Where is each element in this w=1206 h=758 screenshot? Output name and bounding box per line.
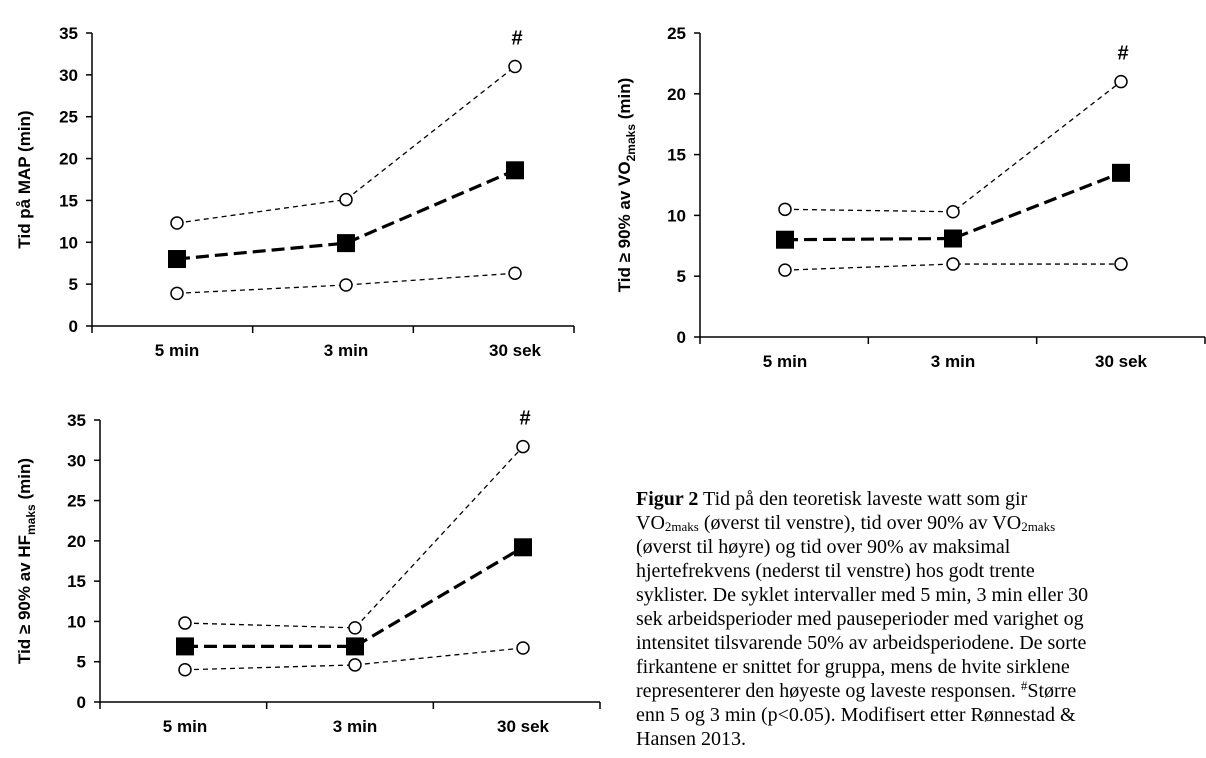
caption-line-8: firkantene er snittet for gruppa, mens d… [636,655,1206,679]
extreme-circle-point [779,264,791,276]
extreme-circle-point [349,659,361,671]
extreme-circle-point [1115,76,1127,88]
significance-annotation: # [1117,43,1128,65]
extreme-circle-point [171,217,183,229]
caption-line-7: intensitet tilsvarende 50% av arbeidsper… [636,631,1206,655]
chart-time-above-90-hrmax-svg: 0 5 10 15 20 25 30 35 5 min 3 min 30 sek Tid ≥ 90% … [0,380,600,758]
extreme-circle-point [171,287,183,299]
y-axis-label: Tid ≥ 90% av VO2maks (min) [615,78,638,293]
extreme-circle-point [340,279,352,291]
mean-square-point [506,161,524,179]
caption-line-1: Figur 2 Tid på den teoretisk laveste wat… [636,487,1206,511]
mean-square-point [346,637,364,655]
y-tick-label: 20 [667,85,686,104]
x-tick-label: 3 min [333,717,377,736]
extreme-circle-point [517,441,529,453]
series-extreme-line [185,447,523,628]
y-tick-label: 35 [59,24,78,43]
caption-line-9: representerer den høyeste og laveste res… [636,679,1206,703]
y-tick-label: 0 [77,693,86,712]
significance-annotation: # [519,408,530,430]
mean-square-point [168,250,186,268]
caption-line-2: VO2maks (øverst til venstre), tid over 9… [636,511,1206,535]
caption-line-3: (øverst til høyre) og tid over 90% av ma… [636,535,1206,559]
extreme-circle-point [179,617,191,629]
y-tick-label: 5 [69,275,78,294]
y-tick-label: 10 [67,612,86,631]
y-tick-label: 5 [677,267,686,286]
y-tick-label: 10 [667,206,686,225]
mean-square-point [1112,164,1130,182]
x-tick-label: 5 min [163,717,207,736]
y-tick-label: 25 [667,24,686,43]
mean-square-point [176,637,194,655]
extreme-circle-point [947,206,959,218]
extreme-circle-point [517,642,529,654]
y-tick-label: 0 [69,317,78,336]
x-tick-label: 3 min [931,352,975,371]
chart-time-above-90-hrmax: 0 5 10 15 20 25 30 35 5 min 3 min 30 sek Tid ≥ 90% … [0,380,600,758]
figure-caption: Figur 2 Tid på den teoretisk laveste wat… [636,487,1206,747]
chart-time-above-90-vo2max: 0 5 10 15 20 25 5 min 3 min 30 sek Tid ≥ 90% av V… [600,0,1206,380]
y-tick-label: 25 [59,108,78,127]
extreme-circle-point [349,622,361,634]
y-tick-label: 35 [67,411,86,430]
y-tick-label: 15 [667,146,686,165]
y-axis-label: Tid ≥ 90% av HFmaks (min) [15,458,38,664]
significance-annotation: # [511,27,522,49]
extreme-circle-point [509,60,521,72]
mean-square-point [337,234,355,252]
caption-label: Figur 2 [636,488,698,510]
chart-time-above-90-vo2max-svg: 0 5 10 15 20 25 5 min 3 min 30 sek Tid ≥ 90% av V… [600,0,1206,380]
mean-square-point [514,538,532,556]
extreme-circle-point [509,267,521,279]
y-tick-label: 15 [59,191,78,210]
y-axis-label: Tid på MAP (min) [15,110,34,248]
extreme-circle-point [179,664,191,676]
y-tick-label: 10 [59,233,78,252]
y-tick-label: 0 [677,328,686,347]
caption-line-5: syklister. De syklet intervaller med 5 m… [636,583,1206,607]
caption-line-4: hjertefrekvens (nederst til venstre) hos… [636,559,1206,583]
extreme-circle-point [947,258,959,270]
extreme-circle-point [1115,258,1127,270]
caption-line-10: enn 5 og 3 min (p<0.05). Modifisert ette… [636,703,1206,727]
y-tick-label: 25 [67,492,86,511]
x-tick-label: 30 sek [497,717,550,736]
x-tick-label: 5 min [155,341,199,360]
mean-square-point [944,230,962,248]
caption-line-11: Hansen 2013. [636,727,1206,747]
x-tick-label: 30 sek [489,341,542,360]
y-tick-label: 15 [67,572,86,591]
y-tick-label: 30 [67,451,86,470]
x-tick-label: 30 sek [1095,352,1148,371]
x-tick-label: 3 min [324,341,368,360]
y-tick-label: 20 [59,150,78,169]
y-tick-label: 20 [67,532,86,551]
extreme-circle-point [340,194,352,206]
extreme-circle-point [779,203,791,215]
x-tick-label: 5 min [763,352,807,371]
y-tick-label: 30 [59,66,78,85]
mean-square-point [776,231,794,249]
y-tick-label: 5 [77,653,86,672]
chart-time-at-map: 0 5 10 15 20 25 30 35 5 min 3 min 30 sek Tid på MAP… [0,0,580,380]
caption-line-6: sek arbeidsperioder med pauseperioder me… [636,607,1206,631]
chart-time-at-map-svg: 0 5 10 15 20 25 30 35 5 min 3 min 30 sek Tid på MAP… [0,0,580,380]
